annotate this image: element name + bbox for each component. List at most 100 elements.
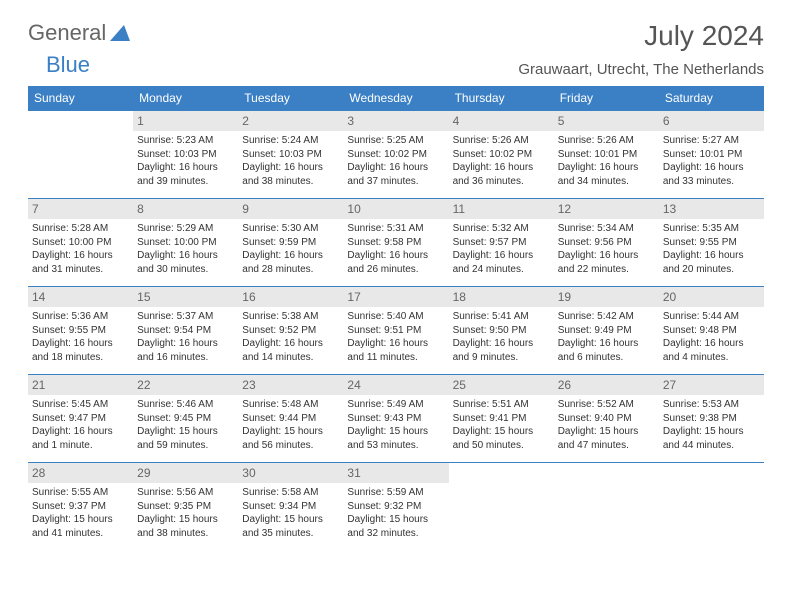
day-daylight: Daylight: 16 hours and 33 minutes. [663,161,760,188]
day-daylight: Daylight: 15 hours and 41 minutes. [32,513,129,540]
calendar-day-cell: 26Sunrise: 5:52 AMSunset: 9:40 PMDayligh… [554,375,659,463]
day-number: 8 [133,199,238,219]
weekday-header: Wednesday [343,86,448,111]
day-info: Sunrise: 5:44 AMSunset: 9:48 PMDaylight:… [663,310,760,364]
day-daylight: Daylight: 16 hours and 39 minutes. [137,161,234,188]
month-title: July 2024 [644,20,764,52]
day-daylight: Daylight: 15 hours and 32 minutes. [347,513,444,540]
day-daylight: Daylight: 15 hours and 44 minutes. [663,425,760,452]
calendar-week-row: 28Sunrise: 5:55 AMSunset: 9:37 PMDayligh… [28,463,764,551]
day-sunset: Sunset: 9:41 PM [453,412,550,426]
day-number: 15 [133,287,238,307]
calendar-day-cell [28,111,133,199]
calendar-day-cell: 9Sunrise: 5:30 AMSunset: 9:59 PMDaylight… [238,199,343,287]
calendar-day-cell: 11Sunrise: 5:32 AMSunset: 9:57 PMDayligh… [449,199,554,287]
day-sunset: Sunset: 9:48 PM [663,324,760,338]
day-sunset: Sunset: 10:02 PM [347,148,444,162]
calendar-week-row: 21Sunrise: 5:45 AMSunset: 9:47 PMDayligh… [28,375,764,463]
day-daylight: Daylight: 15 hours and 56 minutes. [242,425,339,452]
day-sunset: Sunset: 10:03 PM [242,148,339,162]
day-sunset: Sunset: 9:49 PM [558,324,655,338]
subheader: Blue Grauwaart, Utrecht, The Netherlands [28,52,764,78]
day-number: 29 [133,463,238,483]
day-sunset: Sunset: 9:34 PM [242,500,339,514]
day-number: 9 [238,199,343,219]
day-number: 17 [343,287,448,307]
day-number: 13 [659,199,764,219]
calendar-day-cell: 22Sunrise: 5:46 AMSunset: 9:45 PMDayligh… [133,375,238,463]
calendar-day-cell: 30Sunrise: 5:58 AMSunset: 9:34 PMDayligh… [238,463,343,551]
day-number: 21 [28,375,133,395]
day-sunset: Sunset: 9:54 PM [137,324,234,338]
day-info: Sunrise: 5:38 AMSunset: 9:52 PMDaylight:… [242,310,339,364]
day-sunrise: Sunrise: 5:53 AM [663,398,760,412]
day-sunset: Sunset: 10:00 PM [137,236,234,250]
day-sunset: Sunset: 10:01 PM [558,148,655,162]
day-daylight: Daylight: 15 hours and 50 minutes. [453,425,550,452]
day-sunset: Sunset: 9:35 PM [137,500,234,514]
day-number: 25 [449,375,554,395]
day-sunrise: Sunrise: 5:28 AM [32,222,129,236]
day-info: Sunrise: 5:53 AMSunset: 9:38 PMDaylight:… [663,398,760,452]
day-daylight: Daylight: 16 hours and 18 minutes. [32,337,129,364]
day-info: Sunrise: 5:56 AMSunset: 9:35 PMDaylight:… [137,486,234,540]
day-info: Sunrise: 5:40 AMSunset: 9:51 PMDaylight:… [347,310,444,364]
day-daylight: Daylight: 16 hours and 37 minutes. [347,161,444,188]
day-info: Sunrise: 5:46 AMSunset: 9:45 PMDaylight:… [137,398,234,452]
calendar-day-cell [449,463,554,551]
day-daylight: Daylight: 16 hours and 6 minutes. [558,337,655,364]
day-sunrise: Sunrise: 5:24 AM [242,134,339,148]
calendar-day-cell: 1Sunrise: 5:23 AMSunset: 10:03 PMDayligh… [133,111,238,199]
day-daylight: Daylight: 16 hours and 16 minutes. [137,337,234,364]
day-number: 7 [28,199,133,219]
day-sunrise: Sunrise: 5:38 AM [242,310,339,324]
day-info: Sunrise: 5:31 AMSunset: 9:58 PMDaylight:… [347,222,444,276]
calendar-day-cell: 20Sunrise: 5:44 AMSunset: 9:48 PMDayligh… [659,287,764,375]
day-sunrise: Sunrise: 5:27 AM [663,134,760,148]
calendar-day-cell: 28Sunrise: 5:55 AMSunset: 9:37 PMDayligh… [28,463,133,551]
calendar-day-cell: 8Sunrise: 5:29 AMSunset: 10:00 PMDayligh… [133,199,238,287]
day-number: 5 [554,111,659,131]
calendar-body: 1Sunrise: 5:23 AMSunset: 10:03 PMDayligh… [28,111,764,551]
calendar-day-cell: 10Sunrise: 5:31 AMSunset: 9:58 PMDayligh… [343,199,448,287]
day-daylight: Daylight: 15 hours and 47 minutes. [558,425,655,452]
calendar-week-row: 7 Sunrise: 5:28 AM Sunset: 10:00 PM Dayligh… [28,199,764,287]
day-sunset: Sunset: 9:50 PM [453,324,550,338]
day-info: Sunrise: 5:36 AMSunset: 9:55 PMDaylight:… [32,310,129,364]
day-sunrise: Sunrise: 5:51 AM [453,398,550,412]
calendar-table: SundayMondayTuesdayWednesdayThursdayFrid… [28,86,764,551]
calendar-day-cell: 21Sunrise: 5:45 AMSunset: 9:47 PMDayligh… [28,375,133,463]
day-info: Sunrise: 5:24 AMSunset: 10:03 PMDaylight… [242,134,339,188]
day-info: Sunrise: 5:26 AMSunset: 10:01 PMDaylight… [558,134,655,188]
day-daylight: Daylight: 16 hours and 11 minutes. [347,337,444,364]
day-sunrise: Sunrise: 5:48 AM [242,398,339,412]
day-daylight: Daylight: 15 hours and 59 minutes. [137,425,234,452]
day-sunset: Sunset: 9:32 PM [347,500,444,514]
day-daylight: Daylight: 15 hours and 35 minutes. [242,513,339,540]
day-info: Sunrise: 5:25 AMSunset: 10:02 PMDaylight… [347,134,444,188]
day-number: 4 [449,111,554,131]
calendar-day-cell: 2Sunrise: 5:24 AMSunset: 10:03 PMDayligh… [238,111,343,199]
day-sunset: Sunset: 9:44 PM [242,412,339,426]
day-sunrise: Sunrise: 5:30 AM [242,222,339,236]
day-info: Sunrise: 5:51 AMSunset: 9:41 PMDaylight:… [453,398,550,452]
day-number: 12 [554,199,659,219]
calendar-day-cell: 4 Sunrise: 5:26 AMSunset: 10:02 PMDayligh… [449,111,554,199]
day-number: 18 [449,287,554,307]
weekday-header: Sunday [28,86,133,111]
day-sunset: Sunset: 9:55 PM [663,236,760,250]
day-number: 16 [238,287,343,307]
weekday-header: Thursday [449,86,554,111]
day-sunrise: Sunrise: 5:35 AM [663,222,760,236]
day-sunset: Sunset: 9:57 PM [453,236,550,250]
day-sunrise: Sunrise: 5:49 AM [347,398,444,412]
calendar-day-cell: 5 Sunrise: 5:26 AMSunset: 10:01 PMDayligh… [554,111,659,199]
day-daylight: Daylight: 16 hours and 34 minutes. [558,161,655,188]
day-info: Sunrise: 5:34 AMSunset: 9:56 PMDaylight:… [558,222,655,276]
calendar-day-cell: 15Sunrise: 5:37 AMSunset: 9:54 PMDayligh… [133,287,238,375]
day-number: 31 [343,463,448,483]
day-info: Sunrise: 5:26 AMSunset: 10:02 PMDaylight… [453,134,550,188]
calendar-day-cell: 27Sunrise: 5:53 AMSunset: 9:38 PMDayligh… [659,375,764,463]
day-sunrise: Sunrise: 5:46 AM [137,398,234,412]
day-daylight: Daylight: 16 hours and 28 minutes. [242,249,339,276]
